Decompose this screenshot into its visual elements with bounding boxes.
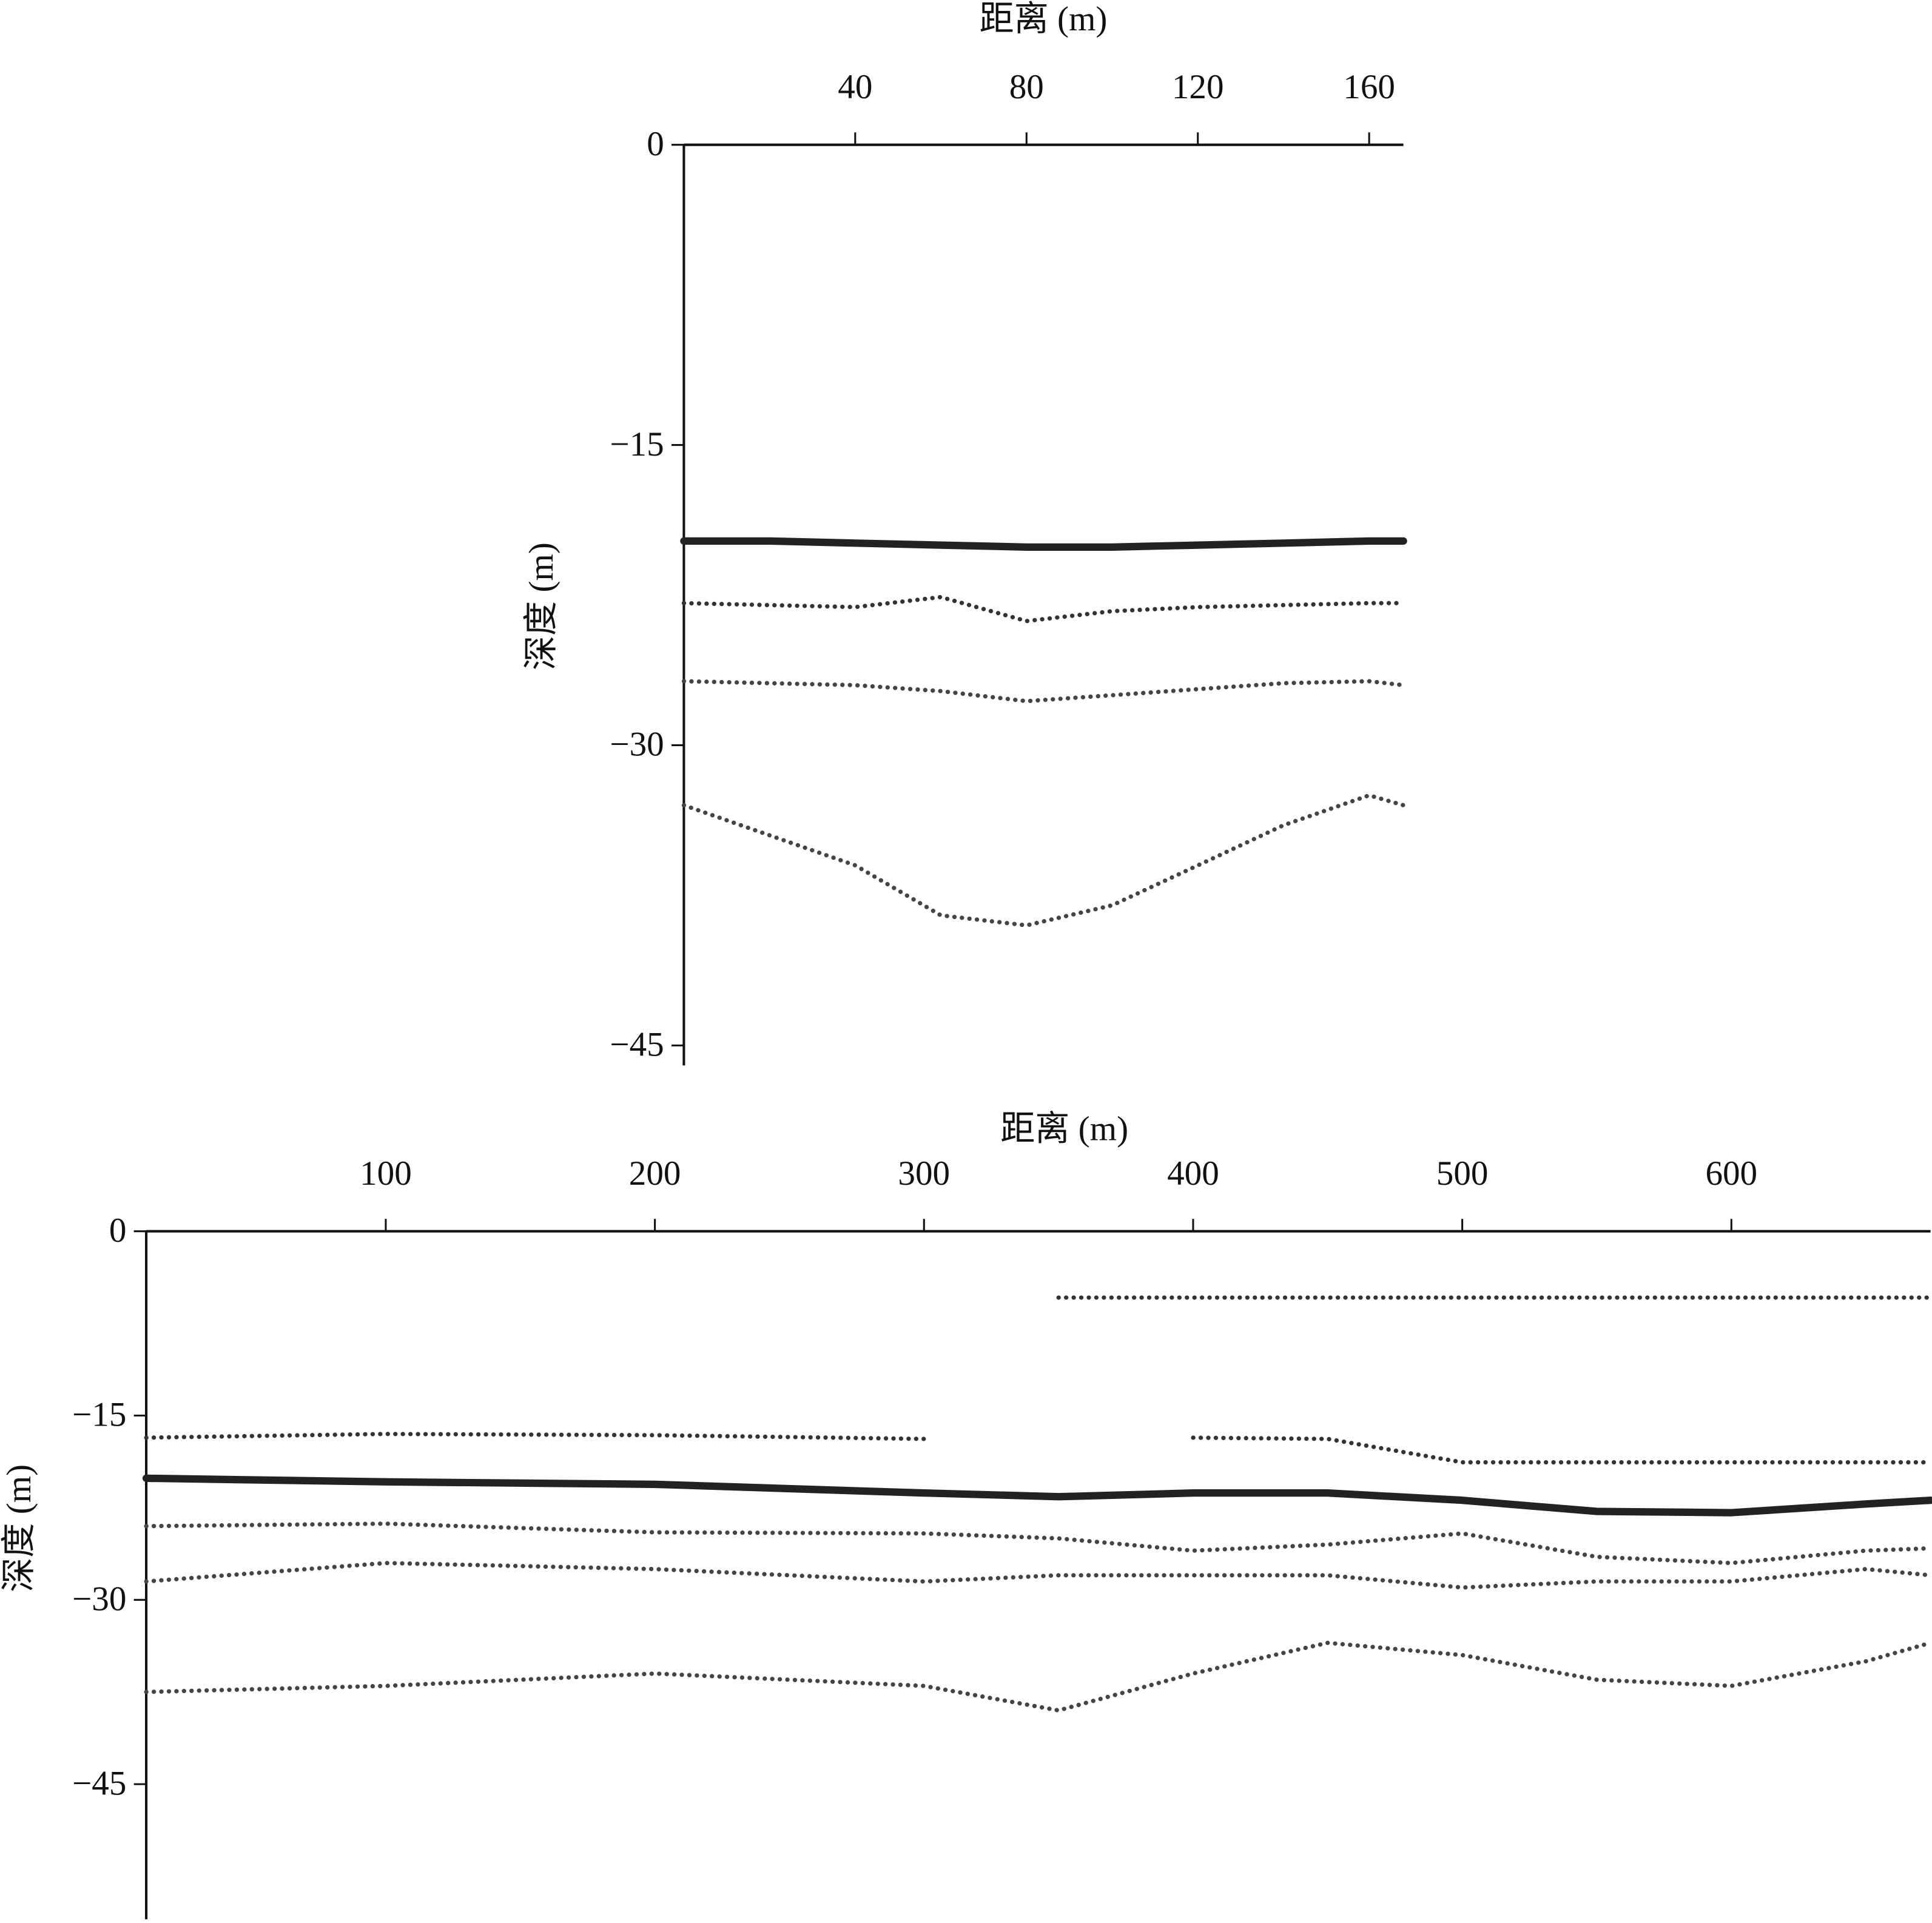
x-tick-label: 300 (898, 1154, 950, 1193)
y-tick-label: 0 (109, 1211, 127, 1250)
reflector-line (144, 1561, 1932, 1590)
y-tick-label: 0 (647, 125, 664, 163)
reflector-line (681, 594, 1406, 624)
reflector-line (144, 1640, 1932, 1713)
y-tick-label: −45 (72, 1764, 126, 1802)
x-tick-label: 500 (1436, 1154, 1489, 1193)
seabed-line (142, 1474, 1932, 1517)
y-tick-label: −30 (610, 726, 664, 764)
x-tick-label: 80 (1009, 68, 1044, 106)
y-axis-title: 深度 (m) (0, 1464, 38, 1592)
x-tick-label: 400 (1167, 1154, 1219, 1193)
reflector-line (681, 793, 1406, 928)
reflector-line (144, 1432, 926, 1441)
y-tick-label: −15 (610, 425, 664, 463)
y-axis-title: 深度 (m) (522, 542, 560, 670)
y-tick-label: −30 (72, 1580, 126, 1618)
x-tick-label: 600 (1705, 1154, 1757, 1193)
x-tick-label: 100 (360, 1154, 412, 1193)
x-axis-title: 距离 (m) (1000, 1110, 1128, 1148)
reflector-line (144, 1521, 1932, 1566)
y-tick-label: −15 (72, 1396, 126, 1434)
x-tick-label: 200 (629, 1154, 681, 1193)
seabed-line (680, 537, 1407, 551)
x-tick-label: 120 (1172, 68, 1224, 106)
y-tick-label: −45 (610, 1026, 664, 1064)
x-axis-title: 距离 (m) (980, 0, 1108, 38)
reflector-line (1191, 1435, 1932, 1465)
reflector-line (681, 679, 1406, 704)
x-tick-label: 160 (1343, 68, 1395, 106)
x-tick-label: 40 (838, 68, 872, 106)
